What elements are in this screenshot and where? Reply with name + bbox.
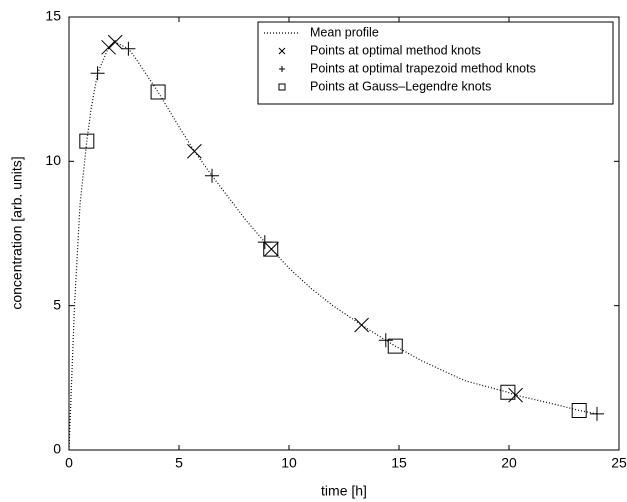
x-tick-label: 5 (175, 455, 183, 471)
x-axis-label: time [h] (321, 483, 367, 499)
data-point (378, 333, 393, 348)
legend-label: Points at Gauss–Legendre knots (310, 79, 491, 93)
data-point (150, 84, 166, 100)
legend-marker (279, 66, 285, 72)
data-point (508, 387, 523, 403)
x-tick-label: 20 (501, 455, 517, 471)
data-point (205, 168, 219, 183)
data-point (263, 241, 279, 257)
data-point (264, 241, 279, 257)
data-point (101, 39, 116, 55)
data-point (121, 41, 136, 56)
data-point (590, 406, 604, 421)
x-tick-label: 15 (391, 455, 407, 471)
legend-label: Mean profile (310, 25, 379, 39)
legend-box (257, 21, 614, 105)
x-tick-label: 25 (611, 455, 627, 471)
data-point (500, 384, 516, 400)
legend-label: Points at optimal trapezoid method knots (310, 61, 536, 75)
y-tick-label: 15 (45, 8, 61, 24)
x-tick-label: 10 (281, 455, 297, 471)
legend-marker (278, 83, 286, 91)
y-tick-label: 0 (53, 441, 61, 457)
data-point (187, 143, 202, 159)
legend-marker (278, 47, 286, 55)
data-point (354, 317, 369, 333)
legend-label: Points at optimal method knots (310, 43, 481, 57)
x-tick-label: 0 (65, 455, 73, 471)
y-tick-label: 10 (45, 152, 61, 168)
plot-frame (68, 16, 620, 451)
y-tick-label: 5 (53, 296, 61, 312)
data-point (571, 402, 587, 418)
data-point (387, 338, 403, 354)
y-axis-label: concentration [arb. units] (9, 156, 25, 309)
data-point (90, 66, 105, 81)
data-point (79, 133, 95, 149)
data-point (107, 34, 123, 50)
